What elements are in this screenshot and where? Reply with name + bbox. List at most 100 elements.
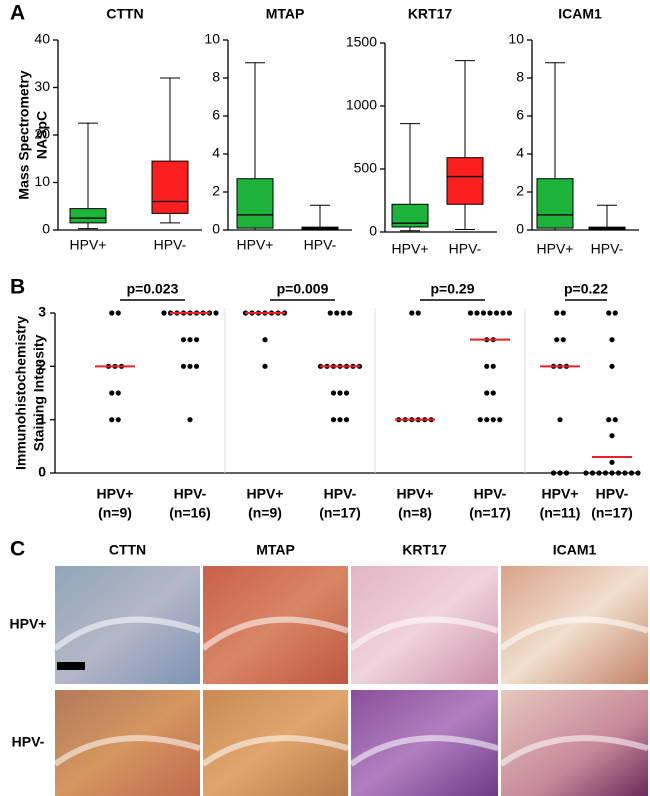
- dot: [506, 310, 513, 316]
- dot: [262, 337, 268, 343]
- y-tick-label: 4: [212, 145, 220, 161]
- x-tick-label: HPV-: [304, 237, 337, 253]
- dot: [554, 337, 560, 343]
- tissue-texture: [349, 616, 499, 651]
- dot: [480, 310, 487, 316]
- y-tick-label: 0: [516, 221, 524, 237]
- y-tick-label: 0: [42, 221, 50, 237]
- dot: [343, 390, 350, 396]
- y-tick-label: 10: [34, 173, 50, 189]
- dot: [115, 390, 121, 396]
- dot: [628, 470, 635, 476]
- dot: [415, 310, 421, 316]
- panel-letter: C: [10, 538, 25, 561]
- group-n: (n=9): [248, 505, 282, 521]
- y-tick-label: 0: [38, 464, 46, 480]
- row-label: HPV-: [12, 734, 45, 750]
- y-tick-label: 8: [212, 69, 220, 85]
- panel-letter: A: [10, 2, 25, 25]
- p-value: p=0.29: [431, 281, 475, 297]
- dot: [490, 363, 496, 369]
- dot: [343, 417, 350, 423]
- dot: [187, 363, 193, 369]
- y-tick-label: 500: [354, 160, 378, 176]
- tissue-texture: [349, 735, 499, 767]
- dot: [550, 470, 557, 476]
- box: [69, 208, 107, 224]
- group-label: HPV+: [397, 486, 434, 502]
- group-label: HPV-: [324, 486, 357, 502]
- dot: [609, 459, 615, 465]
- dot: [484, 417, 490, 423]
- tissue-texture: [53, 735, 201, 767]
- dot: [615, 470, 622, 476]
- dot: [602, 470, 609, 476]
- y-tick-label: 40: [34, 31, 50, 47]
- y-tick-label: 1500: [346, 34, 377, 50]
- column-title: MTAP: [256, 542, 295, 558]
- y-tick-label: 6: [212, 107, 220, 123]
- tissue-texture: [201, 735, 349, 767]
- dot: [609, 363, 615, 369]
- dot: [487, 310, 493, 316]
- group-label: HPV-: [174, 486, 207, 502]
- dot: [484, 363, 490, 369]
- dot: [327, 310, 333, 316]
- group-n: (n=11): [540, 505, 581, 521]
- dot: [467, 310, 474, 316]
- group-label: HPV+: [542, 486, 579, 502]
- dot: [563, 470, 570, 476]
- dot: [115, 417, 121, 423]
- row-label: HPV+: [10, 616, 47, 632]
- dot: [330, 390, 337, 396]
- dot: [635, 470, 641, 476]
- y-tick-label: 6: [516, 107, 524, 123]
- y-tick-label: 3: [38, 304, 46, 320]
- dot: [109, 417, 115, 423]
- box: [391, 203, 429, 228]
- box: [446, 157, 484, 205]
- dot: [213, 310, 219, 316]
- x-tick-label: HPV+: [392, 241, 429, 257]
- y-axis-label: Mass Spectrometry: [16, 70, 32, 199]
- p-value: p=0.023: [127, 281, 179, 297]
- chart-title: KRT17: [408, 6, 453, 22]
- dot: [115, 310, 121, 316]
- group-label: HPV+: [97, 486, 134, 502]
- dot: [180, 363, 187, 369]
- dot: [193, 363, 200, 369]
- dot: [180, 337, 187, 343]
- box: [151, 160, 189, 214]
- x-tick-label: HPV-: [154, 237, 187, 253]
- group-n: (n=8): [398, 505, 432, 521]
- dot: [484, 390, 490, 396]
- dot: [409, 310, 415, 316]
- y-tick-label: 20: [34, 126, 50, 142]
- dot: [340, 310, 346, 316]
- chart-title: ICAM1: [558, 6, 602, 22]
- y-tick-label: 2: [38, 357, 46, 373]
- dot: [497, 417, 503, 423]
- x-tick-label: HPV+: [237, 237, 274, 253]
- chart-title: MTAP: [266, 6, 305, 22]
- x-tick-label: HPV-: [449, 241, 482, 257]
- y-tick-label: 1000: [346, 97, 377, 113]
- dot: [606, 310, 612, 316]
- dot: [337, 390, 343, 396]
- dot: [609, 433, 615, 439]
- dot: [337, 417, 343, 423]
- y-tick-label: 4: [516, 145, 524, 161]
- x-tick-label: HPV+: [537, 241, 574, 257]
- column-title: KRT17: [402, 542, 447, 558]
- dot: [474, 310, 480, 316]
- group-n: (n=16): [169, 505, 211, 521]
- x-tick-label: HPV+: [70, 237, 107, 253]
- dot: [490, 417, 496, 423]
- column-title: ICAM1: [553, 542, 597, 558]
- x-tick-label: HPV-: [591, 241, 624, 257]
- dot: [554, 310, 560, 316]
- p-value: p=0.22: [564, 281, 608, 297]
- y-tick-label: 0: [212, 221, 220, 237]
- dot: [583, 470, 589, 476]
